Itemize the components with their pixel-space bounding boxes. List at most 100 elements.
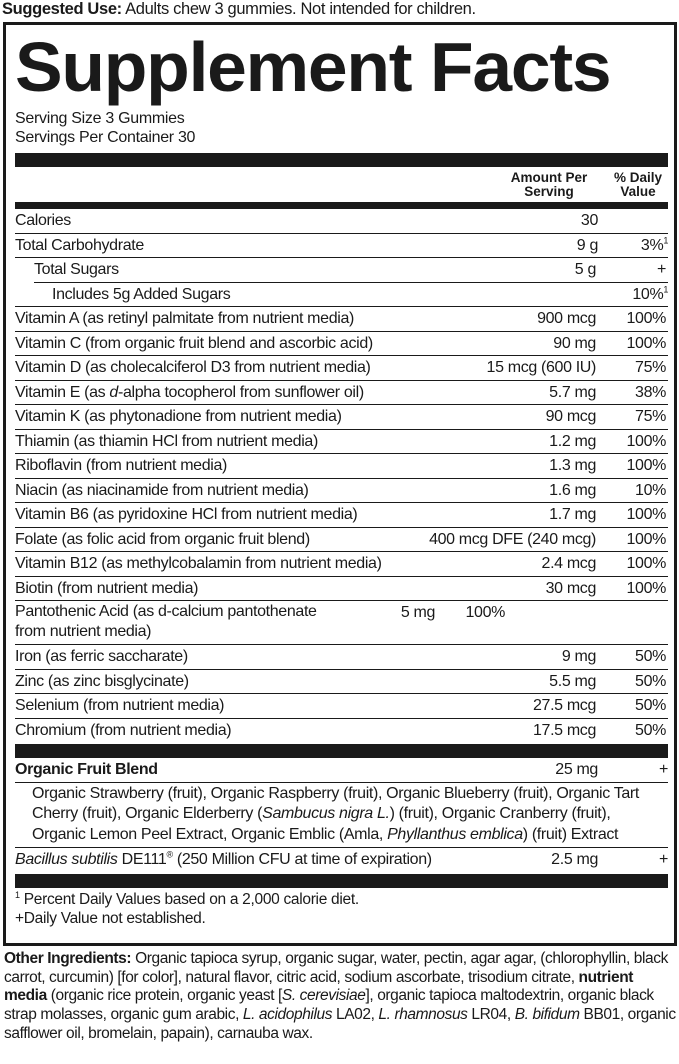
nutrient-amount: 1.7 mg bbox=[549, 506, 596, 523]
nutrient-name: Includes 5g Added Sugars bbox=[15, 283, 508, 307]
text-segment: Thiamin (as thiamin HCl from nutrient me… bbox=[15, 432, 318, 450]
nutrient-dv: + bbox=[596, 258, 668, 282]
nutrient-row: Selenium (from nutrient media) 27.5 mcg 50… bbox=[15, 694, 668, 719]
dv-footnote-marker: 1 bbox=[663, 235, 668, 246]
dv-value: + bbox=[657, 261, 666, 278]
nutrient-name: Vitamin B12 (as methylcobalamin from nut… bbox=[15, 552, 506, 576]
suggested-use: Suggested Use: Adults chew 3 gummies. No… bbox=[2, 0, 476, 19]
nutrient-dv: 50% bbox=[596, 719, 668, 743]
nutrient-dv: 100% bbox=[596, 332, 668, 356]
dv-value: 100% bbox=[626, 457, 666, 474]
text-segment: Vitamin C (from organic fruit blend and … bbox=[15, 334, 373, 352]
footnote-2: +Daily Value not established. bbox=[15, 909, 206, 927]
nutrient-amount: 30 mcg bbox=[545, 579, 597, 597]
nutrient-dv: 3%1 bbox=[598, 234, 668, 258]
nutrient-row: Vitamin C (from organic fruit blend and … bbox=[15, 332, 668, 356]
text-segment: Iron (as ferric saccharate) bbox=[15, 648, 188, 665]
probiotic-detail: (250 Million CFU at time of expiration) bbox=[172, 851, 432, 868]
nutrient-name: Vitamin A (as retinyl palmitate from nut… bbox=[15, 307, 506, 331]
dv-header: % Daily Value bbox=[608, 171, 668, 199]
nutrient-row: Folate (as folic acid from organic fruit… bbox=[15, 528, 668, 552]
divider-thick bbox=[15, 744, 668, 758]
nutrient-dv: 50% bbox=[596, 645, 668, 669]
nutrient-table: Calories 30 Total Carbohydrate 9 g 3%1 Total … bbox=[15, 209, 668, 742]
dv-value: 50% bbox=[635, 697, 666, 714]
dv-value: 3% bbox=[640, 236, 664, 254]
text-segment: Selenium (from nutrient media) bbox=[15, 697, 225, 714]
amount-header-line1: Amount Per bbox=[510, 170, 588, 185]
nutrient-name: Niacin (as niacinamide from nutrient med… bbox=[15, 479, 506, 503]
nutrient-name: Riboflavin (from nutrient media) bbox=[15, 454, 506, 478]
dv-value: 50% bbox=[635, 672, 666, 690]
probiotic-species: Bacillus subtilis bbox=[15, 851, 118, 868]
dv-header-line2: Value bbox=[620, 184, 656, 199]
text-segment: Niacin (as niacinamide from nutrient med… bbox=[15, 481, 309, 499]
text-segment: Vitamin D (as cholecalciferol D3 from nu… bbox=[15, 359, 371, 376]
dv-value: 100% bbox=[626, 530, 666, 548]
text-segment: Chromium (from nutrient media) bbox=[15, 721, 232, 739]
text-segment: Calories bbox=[15, 212, 71, 229]
nutrient-amount: 9 g bbox=[576, 236, 599, 254]
text-segment: Phyllanthus emblica bbox=[387, 825, 523, 843]
panel-title: Supplement Facts bbox=[15, 28, 612, 106]
text-segment: LR04, bbox=[467, 1006, 515, 1024]
other-ingredients-label: Other Ingredients: bbox=[4, 950, 132, 967]
nutrient-dv: 100% bbox=[596, 454, 668, 478]
blend-name: Organic Fruit Blend bbox=[15, 761, 158, 778]
footnote-1-text: Percent Daily Values based on a 2,000 ca… bbox=[19, 890, 359, 908]
nutrient-amount: 90 mcg bbox=[545, 408, 597, 425]
nutrient-row: Zinc (as zinc bisglycinate) 5.5 mg 50% bbox=[15, 670, 668, 694]
nutrient-name: Calories bbox=[15, 209, 508, 233]
nutrient-amount: 5 mg bbox=[400, 604, 436, 621]
registered-mark: ® bbox=[166, 849, 173, 860]
text-segment: S. cerevisiae bbox=[281, 987, 366, 1005]
divider-medium bbox=[15, 202, 668, 209]
nutrient-amount: 1.3 mg bbox=[549, 457, 596, 474]
dv-footnote-marker: 1 bbox=[663, 284, 668, 295]
nutrient-amount: 1.2 mg bbox=[549, 432, 596, 450]
dv-value: 100% bbox=[626, 432, 666, 450]
probiotic-name: Bacillus subtilis DE111® (250 Million CF… bbox=[15, 848, 508, 872]
nutrient-row: Total Sugars 5 g + bbox=[34, 258, 668, 283]
probiotic-dv: + bbox=[659, 851, 668, 868]
column-headers: Amount Per Serving % Daily Value bbox=[15, 167, 668, 202]
dv-header-line1: % Daily bbox=[613, 170, 663, 185]
nutrient-name: Chromium (from nutrient media) bbox=[15, 719, 506, 743]
blend-dv: + bbox=[659, 761, 668, 778]
nutrient-amount: 2.4 mcg bbox=[541, 555, 597, 572]
text-segment: Organic Strawberry (fruit), Organic Rasp… bbox=[32, 784, 639, 823]
nutrient-dv: 75% bbox=[596, 405, 668, 429]
dv-value: 75% bbox=[635, 408, 666, 425]
text-segment: Organic tapioca syrup, organic sugar, wa… bbox=[4, 950, 668, 986]
nutrient-row: Vitamin E (as d-alpha tocopherol from su… bbox=[15, 381, 668, 405]
nutrient-row: Vitamin B6 (as pyridoxine HCl from nutri… bbox=[15, 503, 668, 528]
probiotic-row: Bacillus subtilis DE111® (250 Million CF… bbox=[15, 848, 668, 872]
nutrient-amount: 15 mcg (600 IU) bbox=[486, 359, 597, 376]
nutrient-dv: 10% bbox=[596, 479, 668, 503]
dv-value: 10% bbox=[635, 481, 666, 499]
nutrient-name: Vitamin B6 (as pyridoxine HCl from nutri… bbox=[15, 503, 506, 527]
text-segment: LA02, bbox=[332, 1006, 379, 1024]
text-segment: Vitamin B6 (as pyridoxine HCl from nutri… bbox=[15, 506, 358, 523]
text-segment: (organic rice protein, organic yeast [ bbox=[46, 987, 283, 1005]
nutrient-name: Zinc (as zinc bisglycinate) bbox=[15, 670, 506, 694]
dv-value: 100% bbox=[626, 506, 666, 523]
text-segment: Pantothenic Acid (as d-calcium pantothen… bbox=[15, 603, 317, 640]
text-segment: Total Sugars bbox=[34, 261, 119, 278]
dv-value: 100% bbox=[626, 555, 666, 572]
nutrient-amount: 5 g bbox=[574, 261, 597, 278]
text-segment: d bbox=[109, 383, 118, 401]
nutrient-dv: 100% bbox=[596, 528, 668, 552]
text-segment: Vitamin K (as phytonadione from nutrient… bbox=[15, 408, 342, 425]
nutrient-row: Riboflavin (from nutrient media) 1.3 mg 10… bbox=[15, 454, 668, 479]
nutrient-name: Biotin (from nutrient media) bbox=[15, 577, 506, 601]
nutrient-name: Vitamin K (as phytonadione from nutrient… bbox=[15, 405, 506, 429]
other-ingredients: Other Ingredients: Organic tapioca syrup… bbox=[4, 950, 676, 1044]
text-segment: -alpha tocopherol from sunflower oil) bbox=[117, 383, 364, 401]
dv-value: 38% bbox=[635, 383, 666, 401]
supplement-facts-panel: Supplement Facts Serving Size 3 Gummies … bbox=[3, 22, 677, 946]
divider-thick bbox=[15, 873, 668, 888]
nutrient-row: Vitamin B12 (as methylcobalamin from nut… bbox=[15, 552, 668, 577]
suggested-use-text: Adults chew 3 gummies. Not intended for … bbox=[121, 0, 476, 18]
nutrient-dv: 50% bbox=[596, 694, 668, 718]
